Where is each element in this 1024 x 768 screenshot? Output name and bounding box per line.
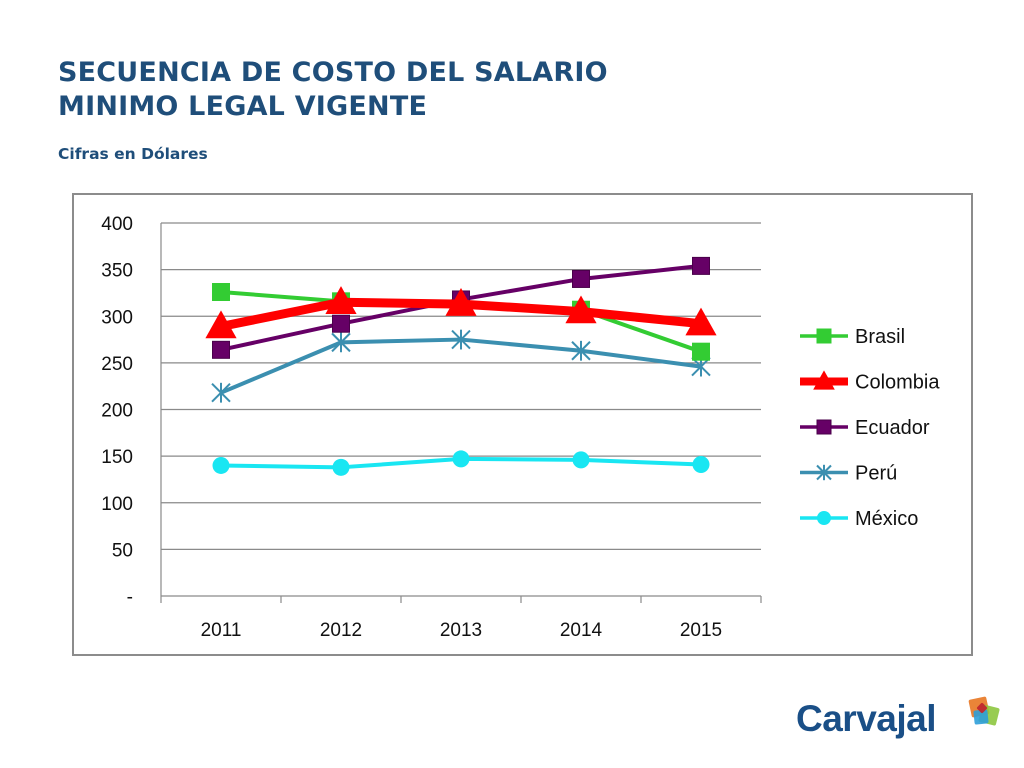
- x-tick-label: 2014: [560, 620, 603, 641]
- data-point-méxico: [572, 451, 590, 469]
- x-tick-label: 2012: [320, 620, 362, 641]
- data-point-méxico: [332, 458, 350, 476]
- data-point-perú: [571, 340, 591, 361]
- data-point-brasil: [212, 283, 230, 302]
- legend-marker: [816, 419, 832, 435]
- brand-wordmark: Carvajal: [796, 698, 937, 739]
- y-tick-label: 250: [101, 354, 133, 375]
- data-point-colombia: [565, 295, 597, 324]
- y-tick-label: 50: [112, 540, 133, 561]
- y-tick-label: 400: [101, 214, 133, 235]
- brand-emblem-blue: [973, 709, 989, 725]
- data-point-perú: [451, 329, 471, 350]
- y-tick-label: 100: [101, 494, 133, 515]
- data-point-ecuador: [692, 256, 710, 275]
- data-point-colombia: [685, 307, 717, 336]
- legend-marker: [816, 328, 832, 344]
- data-point-colombia: [205, 310, 237, 339]
- data-point-colombia: [445, 288, 477, 316]
- y-tick-label: -: [127, 587, 133, 608]
- legend-label: Perú: [855, 463, 897, 485]
- x-tick-label: 2015: [680, 620, 722, 641]
- legend-marker: [817, 511, 831, 525]
- title-line-1: SECUENCIA DE COSTO DEL SALARIO: [58, 57, 608, 88]
- brand-emblem-icon: [968, 696, 1000, 726]
- legend-label: Colombia: [855, 372, 940, 394]
- data-point-méxico: [452, 450, 470, 468]
- data-point-perú: [331, 332, 351, 353]
- subtitle: Cifras en Dólares: [58, 145, 208, 163]
- title-line-2: MINIMO LEGAL VIGENTE: [58, 91, 428, 122]
- data-point-méxico: [692, 456, 710, 474]
- y-tick-label: 200: [101, 401, 133, 422]
- y-tick-label: 350: [101, 261, 133, 282]
- data-point-ecuador: [332, 314, 350, 333]
- legend-label: Brasil: [855, 326, 905, 348]
- legend-marker: [816, 464, 832, 481]
- legend-label: México: [855, 508, 918, 530]
- line-chart: - 50 100 150 200 250 300 350 400 2011 2012 2013 2014…: [101, 214, 940, 641]
- brand-logo: Carvajal: [796, 696, 1006, 748]
- data-point-ecuador: [212, 340, 230, 359]
- y-tick-label: 150: [101, 447, 133, 468]
- legend-marker: [813, 370, 835, 390]
- data-point-brasil: [692, 342, 710, 361]
- x-tick-label: 2013: [440, 620, 482, 641]
- data-point-méxico: [212, 456, 230, 474]
- data-point-ecuador: [572, 269, 590, 288]
- legend-label: Ecuador: [855, 417, 930, 439]
- brand-emblem-red: [976, 702, 988, 714]
- y-tick-label: 300: [101, 307, 133, 328]
- data-point-perú: [211, 382, 231, 403]
- slide-title: SECUENCIA DE COSTO DEL SALARIO MINIMO LE…: [58, 56, 608, 124]
- chart-frame: - 50 100 150 200 250 300 350 400 2011 2012 2013 2014…: [72, 193, 973, 656]
- x-tick-label: 2011: [201, 620, 242, 641]
- data-point-colombia: [325, 286, 357, 314]
